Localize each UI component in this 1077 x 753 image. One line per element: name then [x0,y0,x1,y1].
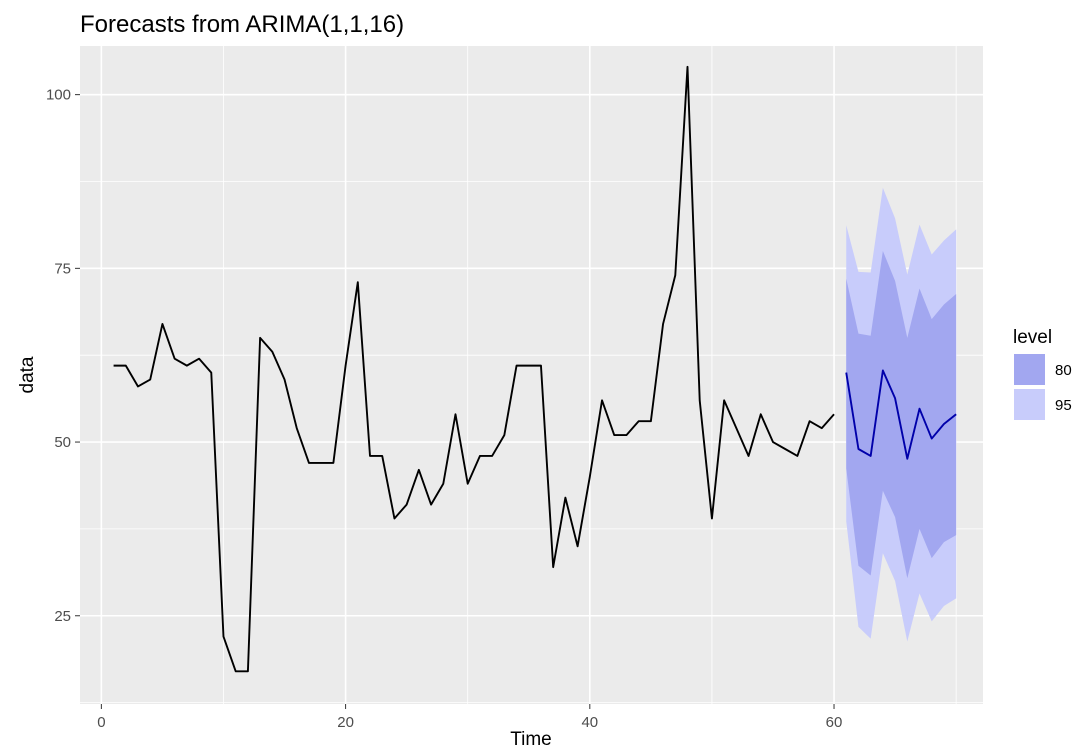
legend-label-80: 80 [1055,362,1072,379]
y-axis-ticks: 25 50 75 100 [46,87,80,625]
forecast-layer [845,369,957,460]
forecast-mean-line [845,369,957,460]
x-tick-label: 0 [97,714,105,731]
series-layer [113,65,835,673]
y-tick-label: 100 [46,87,71,104]
prediction-band-80 [846,250,957,579]
y-tick-label: 50 [54,434,71,451]
x-axis-title: Time [510,729,552,750]
grid-lines [80,46,983,704]
plot-panel [80,46,983,704]
observed-series-line [113,65,835,673]
chart-title: Forecasts from ARIMA(1,1,16) [80,11,404,38]
y-tick-label: 25 [54,608,71,625]
band-80-layer [846,250,957,579]
x-axis-ticks: 0 20 40 60 [97,704,842,731]
y-axis-title: data [17,356,38,393]
legend-swatch-95 [1014,389,1045,420]
x-tick-label: 20 [337,714,354,731]
y-tick-label: 75 [54,260,71,277]
x-tick-label: 60 [826,714,843,731]
legend-swatch-80 [1014,354,1045,385]
x-tick-label: 40 [581,714,598,731]
legend-label-95: 95 [1055,397,1072,414]
legend: level 80 95 [1013,327,1072,420]
legend-title: level [1013,327,1052,348]
